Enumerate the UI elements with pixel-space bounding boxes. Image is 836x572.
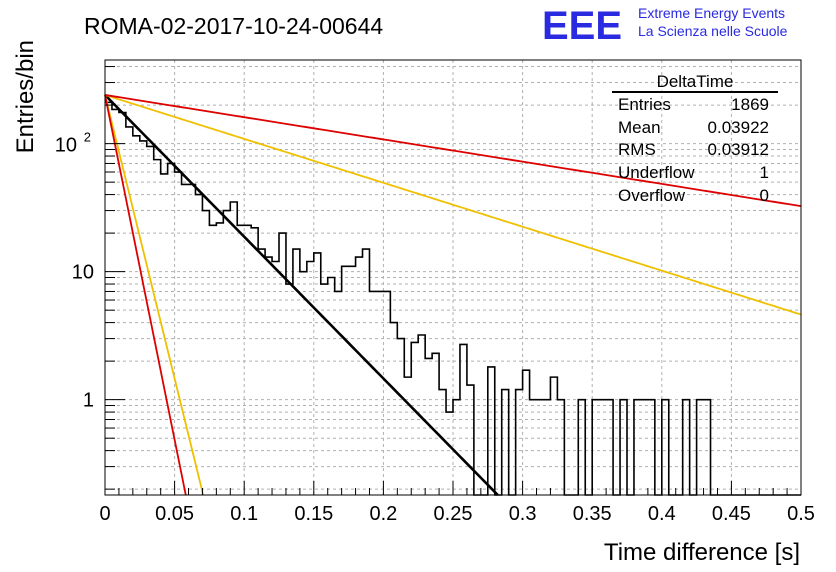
stats-box: DeltaTime Entries 1869 Mean 0.03922 RMS … [612, 72, 778, 205]
stats-value: 0.03912 [708, 140, 769, 159]
stats-value: 1869 [731, 95, 769, 114]
x-tick-label: 0.5 [787, 503, 815, 525]
stats-label: Overflow [618, 186, 686, 205]
logo-mark: EEE [542, 4, 622, 48]
logo-line2: La Scienza nelle Scuole [638, 23, 788, 39]
x-tick-label: 0.05 [155, 503, 194, 525]
exponential-curve [104, 94, 499, 496]
x-tick-label: 0.3 [509, 503, 537, 525]
y-tick-label: 10 [55, 135, 77, 157]
stats-label: Mean [618, 118, 661, 137]
run-title: ROMA-02-2017-10-24-00644 [84, 13, 383, 39]
exponential-curve [104, 94, 802, 316]
x-tick-label: 0.35 [573, 503, 612, 525]
fit-curves [104, 94, 802, 496]
x-tick-label: 0.25 [434, 503, 473, 525]
histogram [105, 101, 801, 496]
x-tick-label: 0.1 [230, 503, 258, 525]
stats-label: RMS [618, 140, 656, 159]
x-tick-label: 0.2 [369, 503, 397, 525]
logo-line1: Extreme Energy Events [638, 5, 785, 21]
stats-title: DeltaTime [657, 72, 734, 91]
x-tick-label: 0.45 [712, 503, 751, 525]
stats-label: Underflow [618, 163, 695, 182]
y-tick-label: 1 [83, 390, 94, 412]
y-tick-label-exponent: 2 [84, 130, 91, 145]
exponential-curve [104, 94, 802, 208]
exponential-curve [104, 94, 205, 496]
y-axis-label: Entries/bin [12, 40, 39, 153]
x-tick-label: 0 [99, 503, 110, 525]
x-axis-label: Time difference [s] [604, 539, 800, 566]
histogram-steps [105, 101, 801, 496]
x-tick-label: 0.4 [648, 503, 676, 525]
stats-value: 0.03922 [708, 118, 769, 137]
axis-ticks: 0 0.05 0.1 0.15 0.2 0.25 0.3 0.35 0.4 0.45 0.51101… [55, 66, 815, 525]
stats-label: Entries [618, 95, 671, 114]
exponential-curve [104, 94, 187, 496]
x-tick-label: 0.15 [294, 503, 333, 525]
stats-value: 0 [760, 186, 769, 205]
y-tick-label: 10 [72, 262, 94, 284]
stats-value: 1 [760, 163, 769, 182]
